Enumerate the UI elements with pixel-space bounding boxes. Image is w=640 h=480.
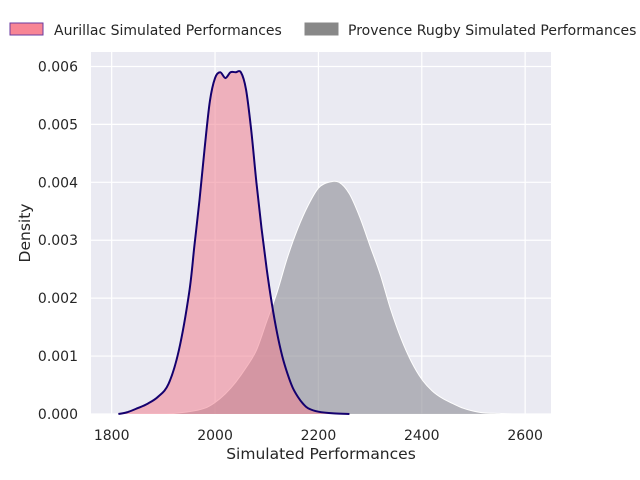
y-tick-label: 0.001	[38, 349, 78, 365]
aurillac-density-fill	[118, 70, 350, 414]
y-tick-label: 0.004	[38, 175, 78, 191]
x-axis-title: Simulated Performances	[226, 445, 416, 463]
aurillac-density-line	[118, 70, 350, 415]
legend: Aurillac Simulated Performances Provence …	[9, 22, 636, 39]
x-tick-label: 2200	[301, 428, 337, 444]
legend-swatch-aurillac	[9, 22, 44, 36]
density-areas	[106, 70, 531, 415]
x-tick-label: 2000	[197, 428, 233, 444]
x-tick-label: 2400	[404, 428, 440, 444]
y-axis-title: Density	[16, 204, 34, 263]
x-tick-label: 1800	[94, 428, 130, 444]
legend-label-aurillac: Aurillac Simulated Performances	[54, 23, 282, 39]
y-tick-label: 0.005	[38, 117, 78, 133]
legend-swatch-provence	[304, 22, 339, 36]
provence-density-fill	[106, 181, 531, 415]
x-tick-labels: 1800 2000 2200 2400 2600	[94, 428, 543, 444]
y-tick-label: 0.003	[38, 233, 78, 249]
x-tick-label: 2600	[507, 428, 543, 444]
y-tick-labels: 0.000 0.001 0.002 0.003 0.004 0.005 0.006	[38, 59, 78, 423]
y-tick-label: 0.000	[38, 407, 78, 423]
y-tick-label: 0.002	[38, 291, 78, 307]
legend-label-provence: Provence Rugby Simulated Performances	[348, 23, 636, 39]
y-tick-label: 0.006	[38, 59, 78, 75]
